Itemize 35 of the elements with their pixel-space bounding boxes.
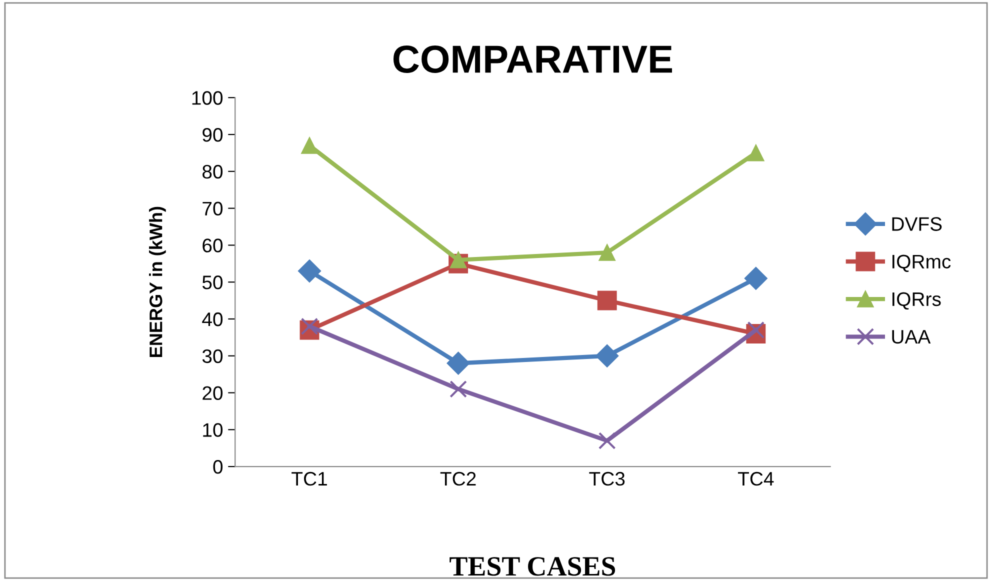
y-tick-label: 50 (202, 276, 223, 290)
y-tick-label: 90 (202, 128, 223, 142)
point (748, 144, 764, 162)
point (598, 244, 616, 261)
point (747, 321, 765, 339)
point (598, 432, 616, 450)
y-tick-label: 10 (203, 423, 223, 437)
legend-label: IQRrs (892, 292, 941, 310)
y-tick-label: 70 (202, 202, 223, 216)
x-tick-label: TC1 (292, 472, 327, 486)
point (446, 352, 470, 375)
y-tick-label: 60 (202, 238, 223, 252)
legend-label: IQRmc (892, 254, 951, 272)
y-tick-label: 100 (192, 91, 223, 105)
x-tick-label: TC2 (440, 472, 476, 486)
y-tick-label: 80 (202, 164, 223, 179)
y-tick-label: 20 (202, 386, 223, 400)
point (450, 380, 467, 398)
x-tick-label: TC3 (589, 472, 625, 486)
x-axis-title: TEST CASES (450, 557, 616, 576)
legend-label: DVFS (892, 217, 942, 231)
point (744, 266, 768, 290)
legend-label: UAA (892, 330, 931, 344)
y-axis-title: ENERGY in (kWh) (149, 206, 166, 357)
point (300, 318, 318, 336)
x-tick-label: TC4 (738, 472, 774, 486)
point (450, 252, 467, 268)
y-tick-label: 40 (202, 312, 223, 326)
point (597, 290, 617, 310)
point (298, 260, 321, 283)
point (301, 137, 318, 154)
point (596, 344, 619, 368)
y-tick-label: 30 (202, 349, 223, 364)
y-tick-label: 0 (213, 460, 223, 474)
chart-title: COMPARATIVE (393, 45, 672, 73)
